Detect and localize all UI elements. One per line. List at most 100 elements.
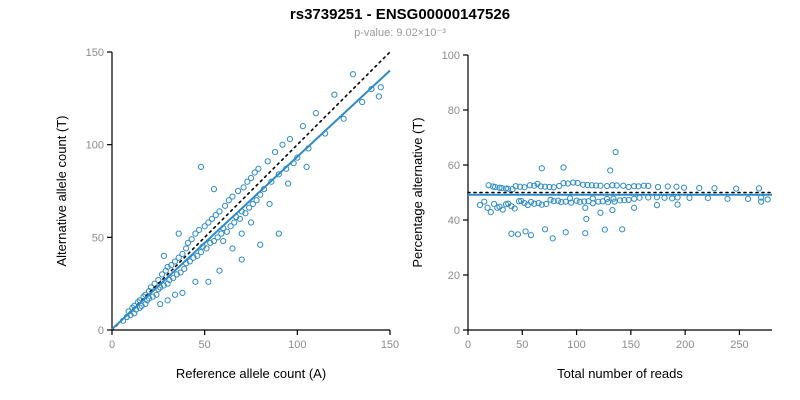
data-point: [205, 278, 212, 285]
data-point: [234, 187, 242, 195]
data-point: [589, 200, 596, 207]
data-point: [521, 199, 528, 207]
data-point: [492, 183, 499, 191]
data-point: [755, 185, 763, 192]
y-tick-label: 60: [448, 160, 460, 172]
data-point: [733, 185, 740, 192]
data-point: [609, 182, 616, 189]
data-point: [526, 182, 533, 189]
data-point: [653, 202, 661, 209]
data-point: [212, 211, 219, 219]
data-point: [216, 267, 223, 274]
x-axis-title: Total number of reads: [557, 366, 683, 381]
data-point: [175, 230, 182, 237]
data-point: [164, 280, 171, 287]
data-point: [253, 197, 260, 204]
x-tick-label: 150: [622, 339, 640, 351]
data-point: [223, 228, 231, 235]
data-point: [142, 300, 149, 308]
data-point: [173, 271, 180, 278]
data-point: [275, 171, 282, 178]
data-point: [210, 186, 218, 193]
data-point: [673, 183, 680, 190]
data-point: [303, 163, 310, 171]
data-point: [680, 184, 688, 191]
data-point: [593, 182, 600, 189]
data-point: [505, 185, 512, 192]
data-point: [203, 245, 210, 252]
data-point: [609, 206, 616, 214]
data-point: [538, 165, 545, 172]
data-point: [238, 230, 245, 237]
data-point: [631, 183, 638, 190]
data-point: [758, 198, 765, 205]
data-point: [664, 183, 671, 190]
data-point: [558, 198, 565, 206]
data-point: [669, 195, 676, 202]
data-point: [153, 291, 160, 298]
data-point: [556, 182, 563, 190]
data-point: [164, 297, 171, 304]
y-tick-label: 0: [454, 325, 460, 337]
data-point: [216, 208, 223, 215]
data-point: [247, 174, 255, 182]
data-point: [207, 239, 214, 246]
data-point: [574, 179, 581, 187]
data-point: [661, 194, 668, 201]
data-point: [597, 209, 604, 216]
data-point: [515, 198, 523, 205]
right-scatter-plot: 0 50 100 150 200 250 0 20 40 60 80 100 Total number …: [410, 50, 773, 381]
data-point: [764, 196, 771, 203]
data-point: [582, 230, 589, 237]
y-tick-label: 40: [448, 215, 460, 227]
data-point: [620, 182, 627, 189]
data-point: [583, 215, 590, 223]
data-point: [550, 184, 557, 191]
data-point: [674, 201, 681, 208]
x-tick-label: 100: [567, 339, 585, 351]
data-point: [192, 278, 199, 285]
data-point: [522, 228, 529, 235]
x-tick-label: 0: [109, 339, 115, 351]
data-point: [566, 195, 574, 202]
data-point: [192, 230, 199, 237]
x-tick-label: 100: [288, 339, 306, 351]
data-point: [511, 205, 518, 212]
data-point: [227, 223, 234, 230]
data-point: [696, 184, 703, 192]
data-point: [496, 184, 503, 191]
data-point: [208, 215, 216, 222]
data-point: [131, 310, 138, 317]
data-point: [268, 178, 275, 185]
data-point: [294, 154, 301, 161]
data-point: [240, 184, 247, 191]
data-point: [531, 182, 538, 189]
data-point: [490, 200, 498, 208]
data-point: [476, 201, 484, 209]
x-axis-title: Reference allele count (A): [176, 366, 326, 381]
data-point: [284, 180, 292, 187]
x-tick-label: 250: [730, 339, 748, 351]
data-point: [595, 198, 602, 205]
data-point: [560, 180, 567, 187]
data-point: [181, 265, 188, 272]
data-point: [255, 165, 262, 172]
y-axis-title: Percentage alternative (T): [410, 117, 425, 267]
data-point: [579, 181, 587, 188]
data-point: [487, 209, 494, 216]
data-point: [546, 183, 553, 191]
y-tick-label: 100: [442, 50, 460, 62]
data-point: [218, 230, 225, 237]
data-point: [654, 183, 662, 191]
data-point: [588, 182, 595, 189]
scatter-points: [476, 148, 771, 242]
data-point: [299, 123, 306, 130]
data-point: [349, 71, 357, 78]
data-point: [745, 195, 752, 202]
data-point: [527, 232, 535, 239]
data-point: [225, 197, 232, 204]
data-point: [645, 182, 652, 189]
data-point: [636, 194, 643, 201]
data-point: [581, 198, 588, 205]
